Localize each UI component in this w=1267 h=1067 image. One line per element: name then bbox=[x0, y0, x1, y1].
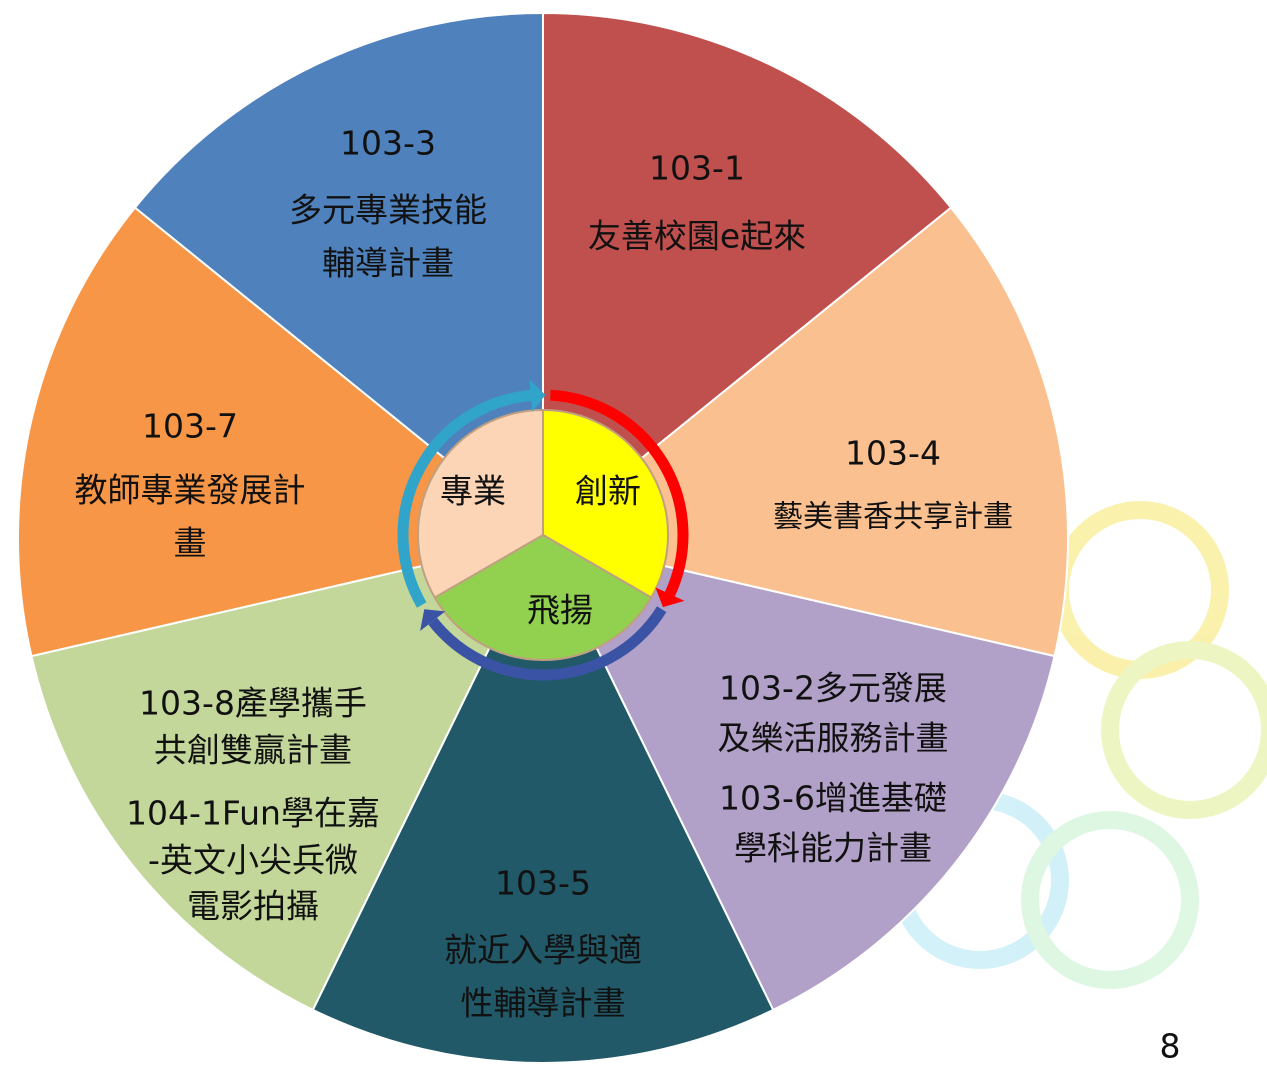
segment-label: 共創雙贏計畫 bbox=[154, 731, 352, 770]
segment bbox=[17, 206, 546, 658]
segment-label: 畫 bbox=[174, 524, 207, 563]
segment-label: 性輔導計畫 bbox=[461, 984, 626, 1023]
segment-label: 電影拍攝 bbox=[187, 887, 319, 926]
segment bbox=[541, 536, 1056, 1012]
segment bbox=[311, 535, 775, 1064]
center-label: 創新 bbox=[575, 472, 641, 511]
center-sector bbox=[433, 533, 653, 661]
segment bbox=[30, 536, 545, 1012]
segment-label: 友善校園e起來 bbox=[588, 217, 806, 256]
arrow-head bbox=[420, 609, 446, 632]
segment-label: 104-1Fun學在嘉 bbox=[126, 794, 380, 833]
center-arrow bbox=[550, 389, 689, 597]
segment-label: 103-3 bbox=[340, 124, 436, 163]
segment-label: 103-1 bbox=[649, 149, 745, 188]
arrow-head bbox=[529, 379, 546, 412]
center-arrow bbox=[397, 390, 532, 608]
segment-label: 103-5 bbox=[495, 864, 591, 903]
segment bbox=[542, 11, 953, 541]
center-arrow bbox=[428, 606, 667, 681]
segment-label: 多元專業技能 bbox=[289, 191, 487, 230]
segment-label: 103-2多元發展 bbox=[719, 669, 947, 708]
segment-label: 103-7 bbox=[142, 407, 238, 446]
segment-label: 103-4 bbox=[845, 434, 941, 473]
segment bbox=[133, 11, 544, 541]
arrow-head bbox=[655, 587, 685, 608]
segment-label: 及樂活服務計畫 bbox=[718, 719, 949, 758]
center-sector bbox=[417, 408, 544, 599]
segment-label: 輔導計畫 bbox=[322, 244, 454, 283]
segment-label: 就近入學與適 bbox=[444, 931, 642, 970]
segment-label: -英文小尖兵微 bbox=[148, 841, 358, 880]
segment bbox=[540, 206, 1069, 658]
segment-label: 學科能力計畫 bbox=[734, 829, 932, 868]
segment-label: 教師專業發展計 bbox=[75, 471, 306, 510]
segment-label: 103-6增進基礎 bbox=[719, 779, 947, 818]
center-label: 飛揚 bbox=[527, 591, 593, 630]
center-label: 專業 bbox=[440, 472, 506, 511]
page-number: 8 bbox=[1160, 1027, 1181, 1066]
segment-label: 藝美書香共享計畫 bbox=[773, 500, 1013, 535]
segment-label: 103-8產學攜手 bbox=[139, 684, 367, 723]
wheel: 103-1 友善校園e起來 103-4 藝美書香共享計畫 103-2多元發展及樂活服務計… bbox=[17, 11, 1069, 1064]
center-sector bbox=[542, 408, 669, 599]
